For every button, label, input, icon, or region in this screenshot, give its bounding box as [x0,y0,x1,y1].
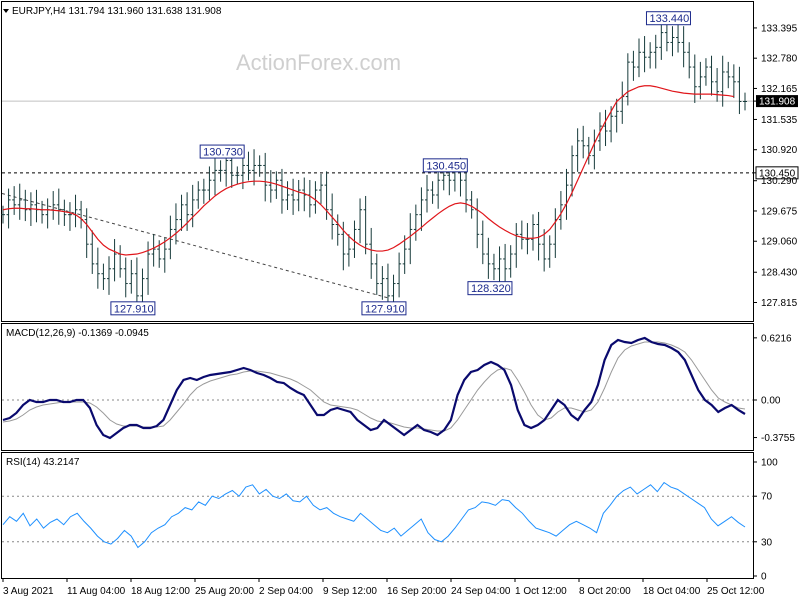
price-axis-label: 130.450 [759,168,796,179]
macd-line [2,336,746,440]
time-axis-label: 8 Oct 20:00 [579,586,631,597]
price-axis-label: 133.395 [761,23,798,34]
time-axis-label: 11 Aug 04:00 [67,586,126,597]
price-callout-box [361,301,407,316]
macd-axis-label: 0.00 [761,396,781,407]
price-callout-box [199,144,245,159]
time-axis-label: 16 Sep 20:00 [387,586,447,597]
macd-axis-label: 0.6216 [761,333,792,344]
price-axis-label: 130.920 [761,145,798,156]
price-axis-label: 131.908 [759,97,796,108]
moving-average-line [2,85,734,256]
price-callout-box [422,158,468,173]
rsi-plot [2,481,753,549]
macd-panel-frame [1,323,754,451]
price-callout-label: 133.440 [649,13,689,25]
rsi-axis-label: 70 [761,492,773,503]
time-axis-label: 25 Aug 20:00 [195,586,254,597]
time-axis-label: 1 Oct 12:00 [515,586,567,597]
time-axis-label: 25 Oct 12:00 [707,586,765,597]
price-axis-label: 132.165 [761,84,798,95]
watermark: ActionForex.com [236,50,401,75]
time-axis-label: 18 Oct 04:00 [643,586,701,597]
price-callout-label: 128.320 [471,283,511,295]
rsi-axis-label: 100 [761,458,778,469]
macd-header: MACD(12,26,9) -0.1369 -0.0945 [6,328,149,339]
price-axis-label: 129.060 [761,237,798,248]
price-axis-label: 130.290 [761,176,798,187]
price-axis-label: 132.780 [761,54,798,65]
macd-axis-label: -0.3755 [761,433,795,444]
price-callout-label: 130.730 [203,147,243,159]
price-callout-label: 130.450 [426,160,466,172]
price-callout-box [645,11,691,26]
price-axis-label: 127.815 [761,298,798,309]
rsi-panel-frame [1,452,754,579]
axes: 133.395 132.780 132.165 131.908 131.535 130.9… [2,23,799,597]
price-plot: 127.910 130.730 127.910 130.450 128.320 133.4… [1,11,753,316]
price-callout-label: 127.910 [365,303,405,315]
rsi-line [2,481,746,549]
price-callout-box [467,281,513,296]
time-axis-label: 9 Sep 12:00 [323,586,377,597]
rsi-header: RSI(14) 43.2147 [6,457,80,468]
trend-line [1,193,389,299]
price-header: EURJPY,H4 131.794 131.960 131.638 131.90… [12,6,222,17]
macd-plot [2,336,753,440]
time-axis-label: 18 Aug 12:00 [131,586,190,597]
price-axis-label: 129.675 [761,206,798,217]
price-callout-label: 127.910 [114,303,154,315]
price-axis-label: 128.430 [761,268,798,279]
time-axis-label: 2 Sep 04:00 [259,586,313,597]
current-price-box [756,95,798,108]
dropdown-triangle-icon[interactable] [3,9,9,13]
rsi-axis-label: 30 [761,537,773,548]
time-axis-label: 3 Aug 2021 [3,586,54,597]
price-axis-label: 131.535 [761,115,798,126]
time-axis-label: 24 Sep 04:00 [451,586,511,597]
rsi-axis-label: 0 [761,572,767,583]
level-price-box [755,166,799,180]
price-callout-box [110,301,156,316]
